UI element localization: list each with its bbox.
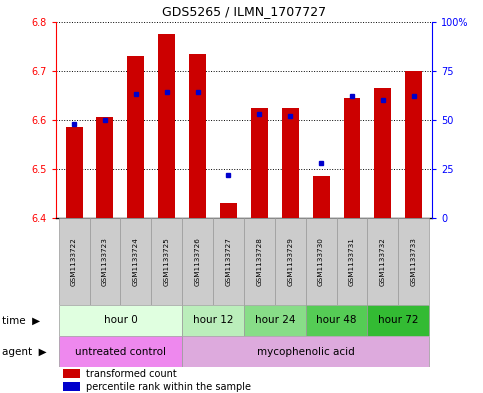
Title: GDS5265 / ILMN_1707727: GDS5265 / ILMN_1707727 [162, 5, 326, 18]
Text: GSM1133729: GSM1133729 [287, 237, 293, 286]
Text: agent  ▶: agent ▶ [2, 347, 47, 357]
Bar [63, 382, 80, 391]
Text: hour 0: hour 0 [103, 315, 137, 325]
Bar [313, 176, 329, 218]
Text: percentile rank within the sample: percentile rank within the sample [85, 382, 251, 391]
Bar [368, 218, 398, 305]
Bar [89, 218, 120, 305]
Text: GSM1133724: GSM1133724 [133, 237, 139, 286]
Text: GSM1133732: GSM1133732 [380, 237, 386, 286]
Text: GSM1133728: GSM1133728 [256, 237, 262, 286]
Text: hour 24: hour 24 [255, 315, 295, 325]
Bar [66, 127, 83, 218]
Bar [275, 218, 306, 305]
Bar [182, 305, 244, 336]
Text: mycophenolic acid: mycophenolic acid [257, 347, 355, 357]
Bar [405, 71, 422, 218]
Bar [58, 218, 89, 305]
Bar [63, 369, 80, 378]
Bar [97, 118, 114, 218]
Bar [368, 305, 429, 336]
Bar [128, 56, 144, 218]
Text: transformed count: transformed count [85, 369, 176, 379]
Bar [398, 218, 429, 305]
Bar [120, 218, 151, 305]
Text: GSM1133725: GSM1133725 [164, 237, 170, 286]
Text: hour 12: hour 12 [193, 315, 233, 325]
Text: GSM1133730: GSM1133730 [318, 237, 324, 286]
Bar [244, 218, 275, 305]
Bar [220, 204, 237, 218]
Text: hour 72: hour 72 [378, 315, 419, 325]
Text: GSM1133726: GSM1133726 [195, 237, 200, 286]
Bar [374, 88, 391, 218]
Bar [151, 218, 182, 305]
Bar [343, 98, 360, 218]
Bar [158, 34, 175, 218]
Bar [306, 218, 337, 305]
Text: time  ▶: time ▶ [2, 315, 41, 325]
Bar [58, 305, 182, 336]
Bar [306, 305, 368, 336]
Bar [244, 305, 306, 336]
Text: GSM1133723: GSM1133723 [102, 237, 108, 286]
Bar [282, 108, 298, 218]
Bar [213, 218, 244, 305]
Bar [251, 108, 268, 218]
Bar [182, 336, 429, 367]
Bar [58, 336, 182, 367]
Text: hour 48: hour 48 [316, 315, 357, 325]
Text: GSM1133727: GSM1133727 [226, 237, 231, 286]
Bar [182, 218, 213, 305]
Text: untreated control: untreated control [75, 347, 166, 357]
Text: GSM1133733: GSM1133733 [411, 237, 417, 286]
Bar [189, 53, 206, 218]
Text: GSM1133731: GSM1133731 [349, 237, 355, 286]
Bar [337, 218, 368, 305]
Text: GSM1133722: GSM1133722 [71, 237, 77, 286]
